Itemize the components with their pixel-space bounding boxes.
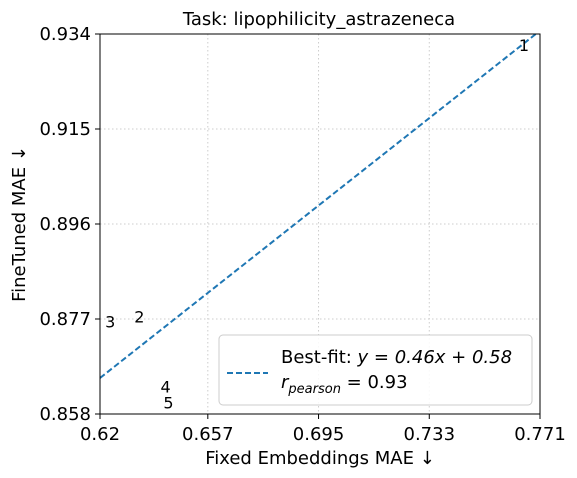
legend-fit-label: Best-fit: y = 0.46x + 0.58 bbox=[281, 347, 512, 368]
point-label-5: 5 bbox=[163, 394, 173, 413]
y-axis-ticks: 0.858 0.877 0.896 0.915 0.934 bbox=[39, 24, 100, 425]
y-tick-label: 0.858 bbox=[39, 404, 91, 425]
y-axis-label: FineTuned MAE ↓ bbox=[9, 146, 30, 302]
legend: Best-fit: y = 0.46x + 0.58 rpearson = 0.… bbox=[218, 334, 533, 406]
point-labels: 1 23 45 bbox=[105, 36, 529, 413]
chart-title: Task: lipophilicity_astrazeneca bbox=[182, 9, 455, 30]
y-tick-label: 0.877 bbox=[39, 309, 91, 330]
point-label-4: 4 bbox=[160, 378, 170, 397]
fit-line bbox=[99, 33, 537, 379]
x-tick-label: 0.62 bbox=[80, 424, 120, 445]
point-label-2: 2 bbox=[134, 308, 144, 327]
y-tick-label: 0.934 bbox=[39, 24, 91, 45]
y-tick-label: 0.896 bbox=[39, 214, 91, 235]
x-axis-label: Fixed Embeddings MAE ↓ bbox=[205, 448, 435, 469]
x-tick-label: 0.657 bbox=[182, 424, 234, 445]
x-tick-label: 0.695 bbox=[293, 424, 345, 445]
point-label-3: 3 bbox=[105, 313, 115, 332]
legend-box bbox=[218, 334, 533, 406]
x-axis-ticks: 0.62 0.657 0.695 0.733 0.771 bbox=[80, 414, 566, 445]
fit-line-layer bbox=[99, 33, 537, 379]
x-tick-label: 0.771 bbox=[514, 424, 566, 445]
legend-r-label: rpearson = 0.93 bbox=[281, 372, 408, 397]
y-tick-label: 0.915 bbox=[39, 119, 91, 140]
point-label-1: 1 bbox=[519, 36, 529, 55]
x-tick-label: 0.733 bbox=[404, 424, 456, 445]
